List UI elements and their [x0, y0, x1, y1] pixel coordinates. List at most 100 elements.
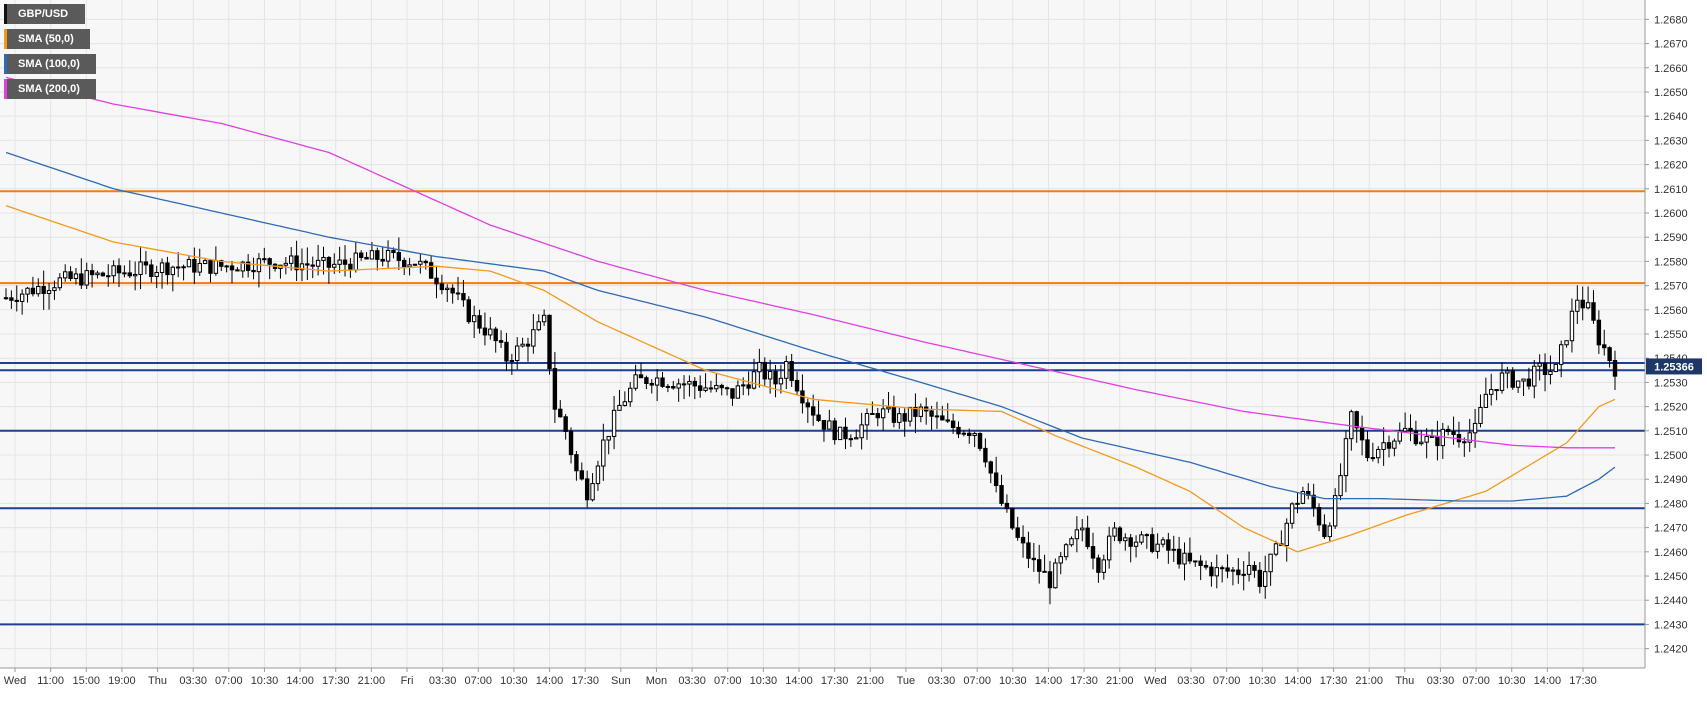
- time-tick-label-27: 07:00: [963, 675, 991, 687]
- candle-body-58: [315, 259, 321, 267]
- candle-body-162: [875, 412, 880, 419]
- candle-body-198: [1069, 538, 1074, 546]
- candle-body-241: [1300, 491, 1306, 504]
- legend-symbol[interactable]: GBP/USD: [4, 4, 85, 24]
- candle-body-262: [1413, 430, 1419, 445]
- time-tick-label-15: 14:00: [536, 675, 564, 687]
- time-tick-label-2: 15:00: [73, 675, 101, 687]
- candle-body-118: [638, 374, 644, 379]
- candle-body-190: [1026, 542, 1031, 559]
- candle-body-209: [1128, 537, 1133, 547]
- candle-body-64: [348, 263, 353, 271]
- candle-body-285: [1537, 362, 1542, 367]
- time-tick-label-8: 14:00: [286, 675, 314, 687]
- time-tick-label-38: 21:00: [1355, 675, 1383, 687]
- time-tick-label-37: 17:30: [1320, 675, 1348, 687]
- candle-body-154: [832, 420, 837, 441]
- sma-lines: [5, 76, 1616, 553]
- candle-body-230: [1241, 573, 1246, 576]
- horizontal-levels: [0, 190, 1645, 626]
- time-tick-label-32: Wed: [1144, 675, 1166, 687]
- candle-body-94: [509, 360, 515, 363]
- candle-body-131: [708, 387, 714, 390]
- candle-body-57: [310, 264, 315, 267]
- candle-body-4: [25, 287, 30, 295]
- candle-body-202: [1090, 546, 1096, 559]
- candle-body-109: [590, 483, 595, 501]
- price-axis: 1.2420 1.2430 1.2440 1.2450 1.2460 1.2470 1.24…: [1645, 14, 1688, 656]
- price-tick-label-24: 1.2660: [1654, 63, 1688, 75]
- candle-body-110: [595, 465, 601, 485]
- candle-body-247: [1332, 495, 1338, 527]
- time-tick-label-21: 10:30: [750, 675, 778, 687]
- time-tick-label-19: 03:30: [678, 675, 706, 687]
- candle-body-176: [950, 420, 956, 428]
- candle-body-123: [665, 385, 671, 388]
- price-tick-label-15: 1.2570: [1654, 281, 1688, 293]
- candle-body-10: [57, 277, 63, 289]
- sma-50-swatch: [4, 29, 7, 49]
- candle-body-228: [1230, 569, 1236, 572]
- price-tick-label-22: 1.2640: [1654, 111, 1688, 123]
- candle-body-175: [945, 419, 950, 422]
- candle-body-25: [138, 261, 143, 275]
- candle-body-115: [622, 401, 628, 406]
- candle-body-250: [1349, 411, 1354, 440]
- candle-body-249: [1343, 438, 1349, 477]
- candle-body-265: [1429, 435, 1435, 438]
- candle-body-56: [305, 263, 310, 266]
- price-tick-label-8: 1.2500: [1654, 450, 1688, 462]
- candle-body-166: [897, 413, 902, 423]
- price-tick-label-10: 1.2520: [1654, 402, 1688, 414]
- candle-body-229: [1236, 569, 1241, 576]
- candle-body-269: [1451, 431, 1456, 435]
- price-tick-label-5: 1.2470: [1654, 523, 1688, 535]
- candle-body-227: [1225, 567, 1230, 572]
- legend-sma-50[interactable]: SMA (50,0): [4, 29, 90, 49]
- candle-body-82: [445, 287, 450, 291]
- time-tick-label-35: 10:30: [1249, 675, 1277, 687]
- candle-body-43: [235, 269, 240, 272]
- candle-body-59: [321, 256, 326, 261]
- candle-body-186: [1004, 502, 1010, 510]
- candle-body-240: [1295, 502, 1300, 505]
- candle-body-134: [724, 387, 730, 390]
- sma-line-1: [5, 151, 1616, 502]
- time-tick-label-24: 21:00: [857, 675, 885, 687]
- price-tick-label-18: 1.2600: [1654, 208, 1688, 220]
- time-tick-label-0: Wed: [4, 675, 26, 687]
- candle-body-273: [1472, 422, 1478, 434]
- candle-body-138: [746, 384, 751, 389]
- candle-body-75: [407, 264, 412, 268]
- candle-body-299: [1612, 359, 1618, 377]
- price-tick-label-11: 1.2530: [1654, 377, 1688, 389]
- candle-body-244: [1316, 507, 1322, 526]
- candle-body-26: [143, 261, 149, 266]
- time-tick-label-18: Mon: [646, 675, 667, 687]
- candle-body-76: [412, 263, 418, 266]
- candle-body-69: [375, 250, 380, 260]
- legend-sma-200[interactable]: SMA (200,0): [4, 79, 96, 99]
- legend-sma-100[interactable]: SMA (100,0): [4, 54, 96, 74]
- candle-body-89: [482, 327, 488, 336]
- candle-body-153: [827, 420, 832, 430]
- candle-body-24: [132, 273, 138, 277]
- candle-body-159: [859, 424, 864, 439]
- candle-body-287: [1548, 371, 1553, 376]
- candle-body-81: [439, 283, 445, 291]
- candle-body-298: [1607, 347, 1612, 361]
- candle-body-130: [703, 387, 708, 391]
- candle-body-185: [999, 485, 1004, 504]
- price-tick-label-19: 1.2610: [1654, 184, 1688, 196]
- candle-body-107: [579, 470, 584, 480]
- candle-body-174: [940, 415, 945, 421]
- candle-body-37: [202, 260, 208, 265]
- candle-body-121: [654, 377, 660, 386]
- candle-body-208: [1123, 537, 1128, 542]
- candle-body-261: [1408, 427, 1413, 432]
- candle-body-177: [956, 426, 961, 435]
- candle-body-252: [1359, 427, 1365, 441]
- symbol-swatch: [4, 4, 7, 24]
- candle-body-98: [531, 329, 536, 347]
- candle-body-163: [880, 408, 886, 419]
